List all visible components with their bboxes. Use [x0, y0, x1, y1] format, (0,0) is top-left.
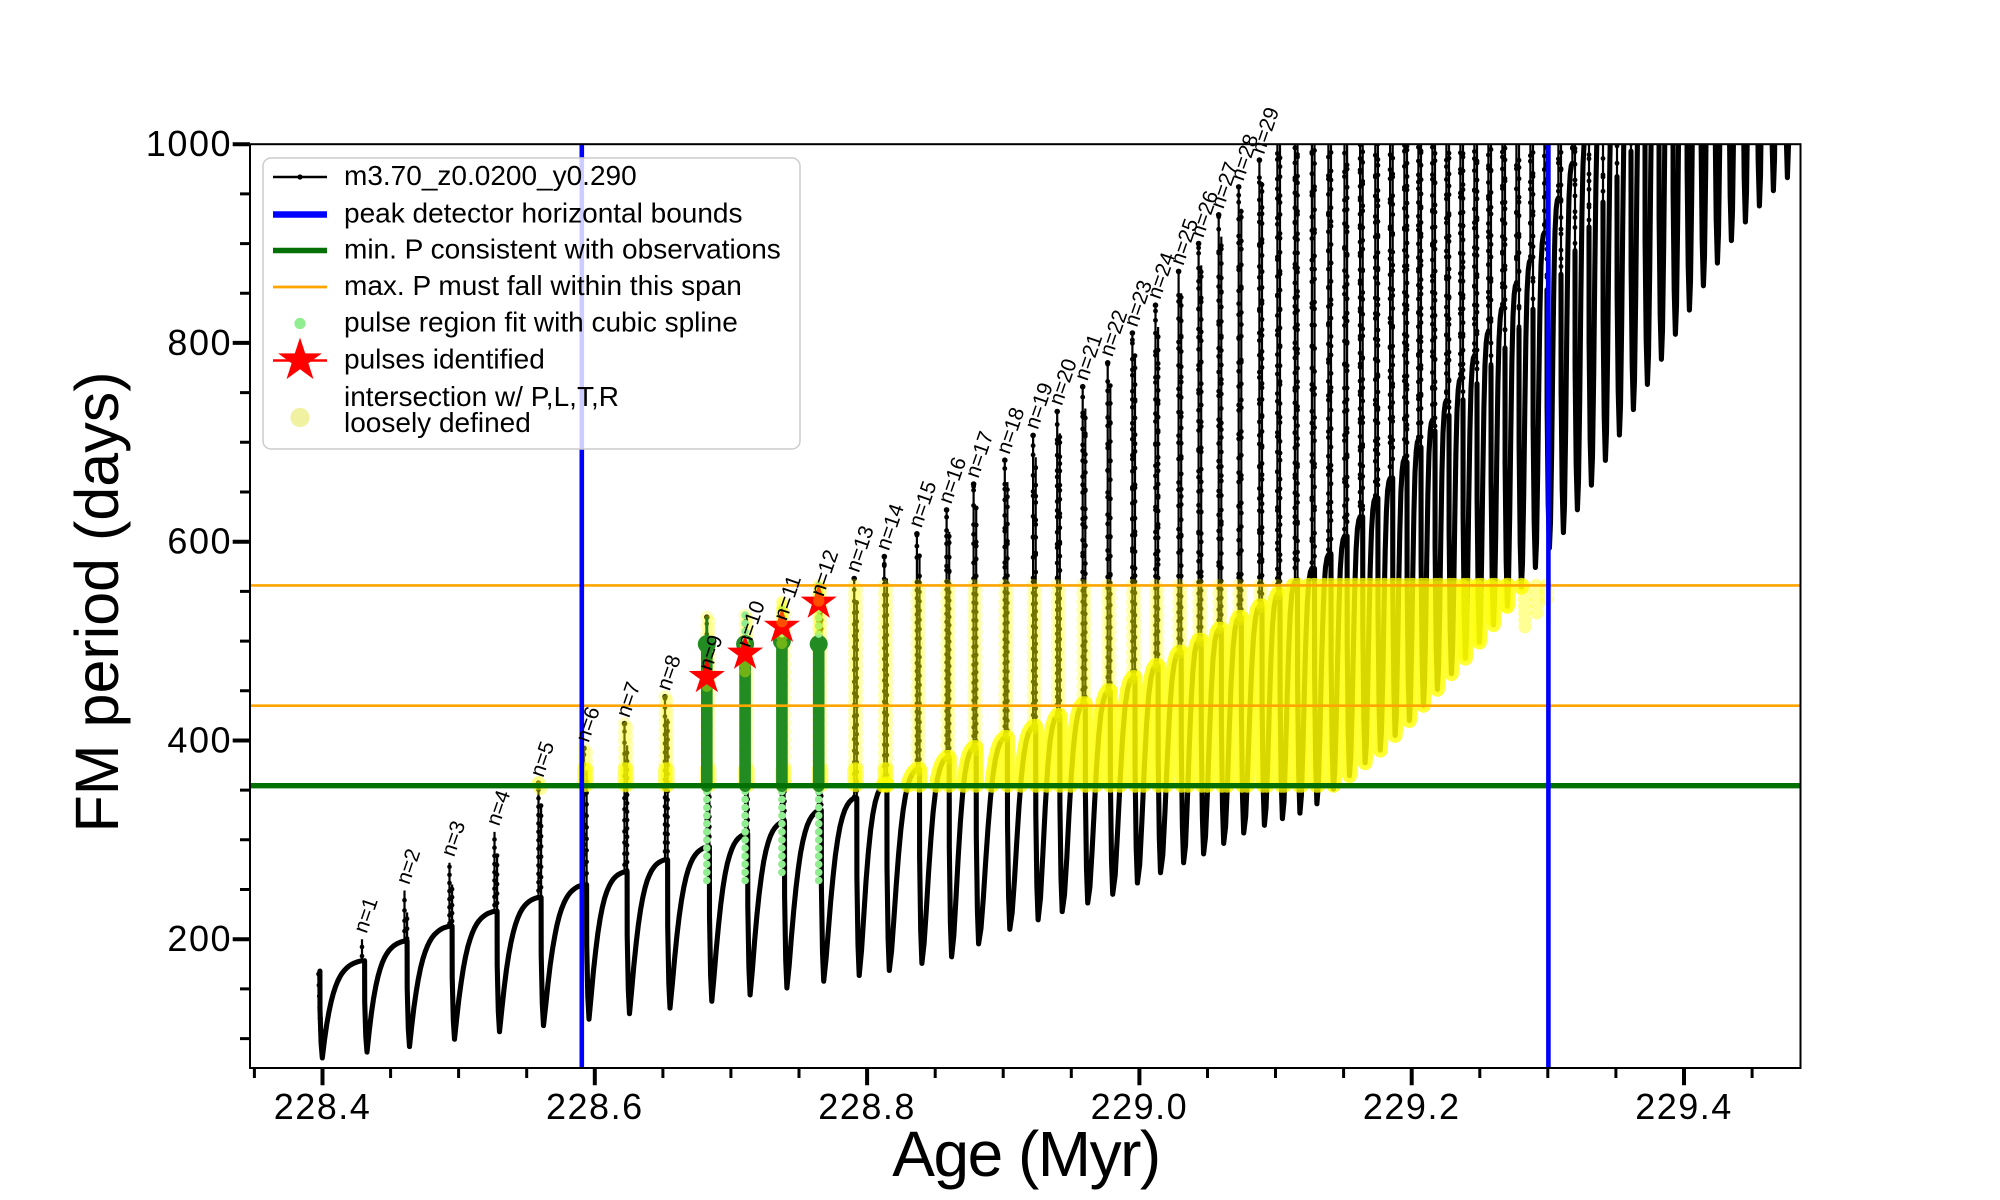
- svg-text:229.0: 229.0: [1091, 1086, 1189, 1127]
- svg-text:peak detector horizontal bound: peak detector horizontal bounds: [344, 198, 743, 229]
- svg-text:228.8: 228.8: [818, 1086, 916, 1127]
- svg-text:600: 600: [167, 521, 232, 562]
- svg-text:max. P must fall within this s: max. P must fall within this span: [344, 270, 742, 301]
- svg-text:Age (Myr): Age (Myr): [892, 1118, 1159, 1190]
- svg-text:pulse region fit with cubic sp: pulse region fit with cubic spline: [344, 307, 738, 338]
- svg-text:228.6: 228.6: [546, 1086, 644, 1127]
- svg-text:228.4: 228.4: [274, 1086, 372, 1127]
- svg-text:229.2: 229.2: [1363, 1086, 1461, 1127]
- svg-text:m3.70_z0.0200_y0.290: m3.70_z0.0200_y0.290: [344, 160, 637, 191]
- svg-text:400: 400: [167, 720, 232, 761]
- svg-text:800: 800: [167, 322, 232, 363]
- svg-text:min. P consistent with observa: min. P consistent with observations: [344, 234, 781, 265]
- svg-text:intersection w/ P,L,T,R: intersection w/ P,L,T,R: [344, 381, 619, 412]
- svg-text:FM period (days): FM period (days): [63, 371, 131, 832]
- svg-text:229.4: 229.4: [1635, 1086, 1733, 1127]
- svg-text:1000: 1000: [146, 123, 232, 164]
- svg-text:pulses identified: pulses identified: [344, 344, 545, 375]
- svg-text:loosely defined: loosely defined: [344, 407, 531, 438]
- svg-text:200: 200: [167, 918, 232, 959]
